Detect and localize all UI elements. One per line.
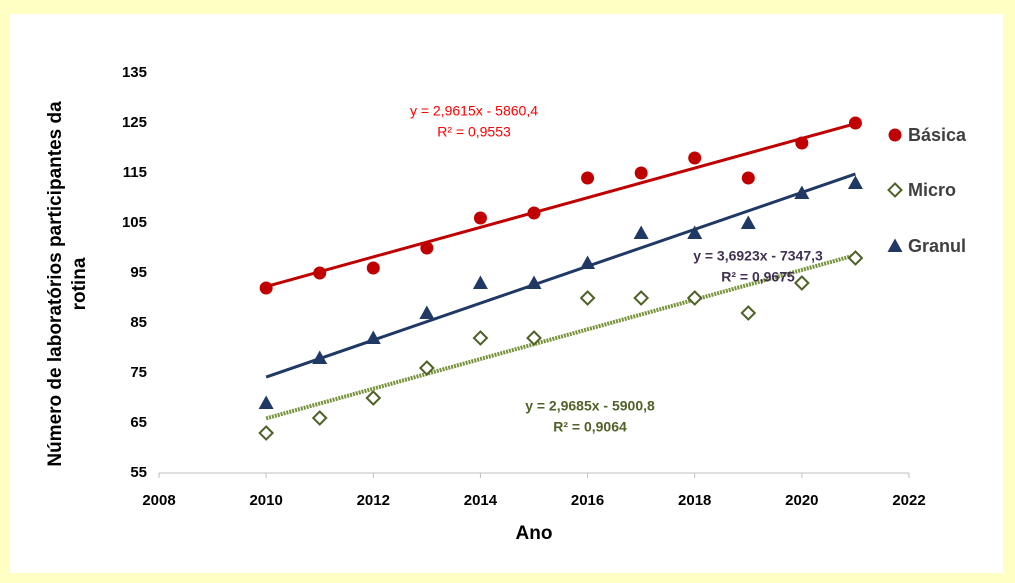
x-tick-label: 2014 — [464, 492, 498, 509]
point — [581, 171, 595, 185]
point — [312, 350, 328, 364]
point — [526, 330, 542, 346]
y-tick-label: 65 — [130, 414, 147, 431]
point — [366, 261, 380, 275]
x-tick-label: 2018 — [678, 492, 711, 509]
y-tick-label: 125 — [122, 114, 147, 131]
point — [420, 241, 434, 255]
trend-equation: y = 2,9685x - 5900,8 — [525, 398, 655, 414]
point — [633, 225, 649, 239]
point — [580, 255, 596, 269]
point — [687, 225, 703, 239]
x-tick-label: 2010 — [249, 492, 282, 509]
point — [365, 330, 381, 344]
y-tick-label: 95 — [130, 264, 147, 281]
point — [688, 151, 702, 165]
point — [472, 330, 489, 346]
legend-label: Micro — [908, 180, 956, 200]
point — [365, 390, 382, 406]
trendline — [265, 122, 856, 288]
y-tick-label: 75 — [130, 364, 147, 381]
point — [793, 275, 810, 291]
x-tick-label: 2022 — [892, 492, 925, 509]
y-tick-label: 135 — [122, 64, 147, 81]
legend-marker — [888, 128, 902, 142]
point — [313, 266, 327, 280]
trend-equation: y = 2,9615x - 5860,4 — [410, 103, 538, 119]
point — [633, 290, 650, 306]
trend-r2: R² = 0,9064 — [553, 419, 627, 435]
point — [794, 185, 810, 199]
trend-r2: R² = 0,9675 — [721, 269, 795, 285]
y-axis-label: Número de laboratórios participantes da … — [45, 101, 90, 467]
x-tick-label: 2020 — [785, 492, 818, 509]
point — [527, 206, 541, 220]
x-tick-label: 2008 — [142, 492, 175, 509]
point — [634, 166, 648, 180]
trend-equation: y = 3,6923x - 7347,3 — [693, 248, 823, 264]
point — [418, 360, 435, 376]
legend-marker — [887, 238, 903, 252]
point — [847, 175, 863, 189]
point — [740, 215, 756, 229]
point — [419, 305, 435, 319]
point — [258, 395, 274, 409]
point — [259, 281, 273, 295]
point — [526, 275, 542, 289]
point — [740, 305, 757, 321]
point — [258, 425, 275, 441]
point — [472, 275, 488, 289]
y-tick-label: 55 — [130, 464, 147, 481]
point — [686, 290, 703, 306]
x-axis-label: Ano — [516, 523, 553, 544]
point — [847, 250, 864, 266]
x-tick-label: 2012 — [357, 492, 390, 509]
trend-r2: R² = 0,9553 — [437, 124, 511, 140]
trendline — [265, 172, 856, 379]
x-tick-label: 2016 — [571, 492, 604, 509]
point — [848, 116, 862, 130]
point — [473, 211, 487, 225]
legend-label: Básica — [908, 125, 967, 145]
legend-marker — [887, 182, 903, 198]
y-tick-label: 85 — [130, 314, 147, 331]
point — [795, 136, 809, 150]
point — [579, 290, 596, 306]
point — [741, 171, 755, 185]
point — [311, 410, 328, 426]
y-tick-label: 105 — [122, 214, 147, 231]
y-tick-label: 115 — [123, 164, 147, 181]
legend-label: Granul — [908, 236, 966, 256]
